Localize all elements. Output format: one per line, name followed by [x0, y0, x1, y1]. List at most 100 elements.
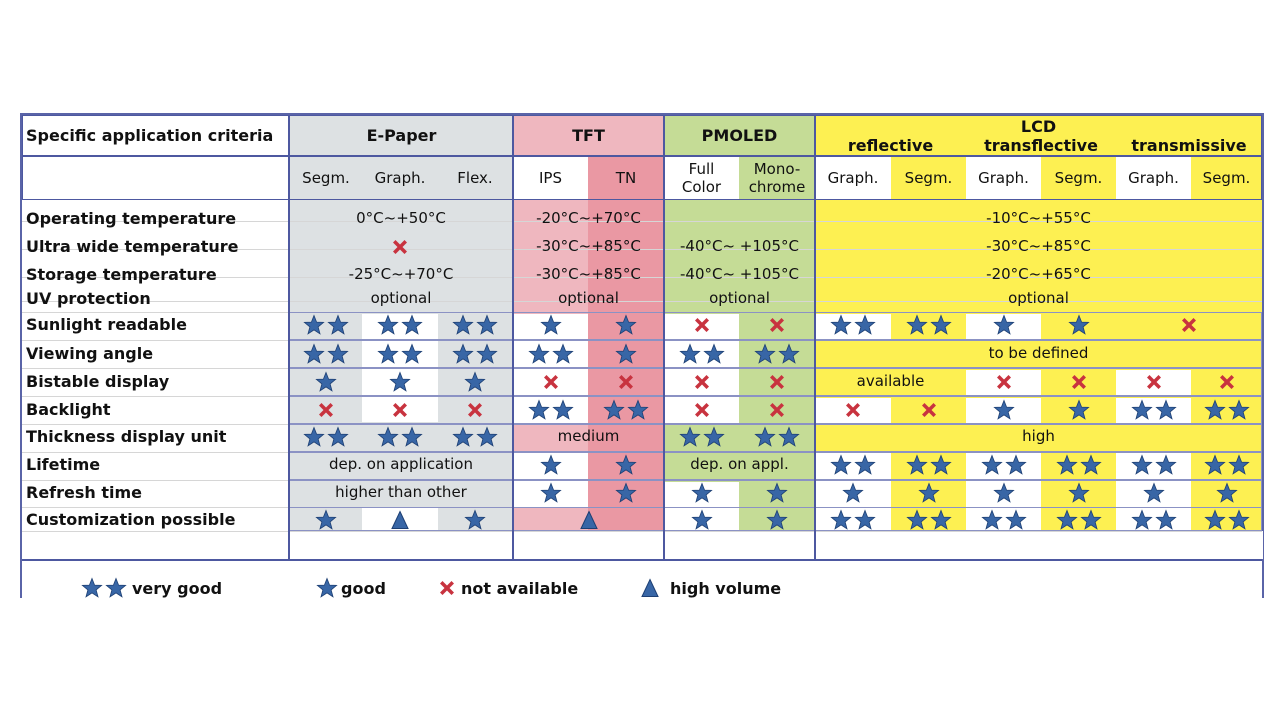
rating-cell: [513, 453, 588, 477]
group-lcd-reflective: reflective: [847, 136, 934, 155]
rating-cell: [664, 313, 739, 337]
rating-cell: [739, 425, 815, 449]
epaper-lifetime: dep. on application: [328, 454, 473, 473]
rating-cell: [1191, 370, 1262, 394]
header-box: [664, 115, 815, 156]
rating-cell: [290, 370, 362, 394]
star-icon: [315, 371, 337, 392]
star-icon: [401, 426, 423, 447]
star-icon: [476, 343, 498, 364]
rating-cell: [1191, 481, 1262, 505]
star-icon: [377, 314, 399, 335]
star-icon: [905, 454, 928, 475]
criteria-label: Viewing angle: [26, 344, 154, 363]
rating-cell: [438, 342, 512, 366]
cross-icon: [996, 375, 1011, 389]
star-icon: [316, 577, 338, 598]
star-icon: [105, 577, 127, 598]
rating-cell: [739, 508, 815, 532]
star-icon: [830, 314, 852, 335]
star-icon: [702, 343, 725, 364]
star-icon: [327, 343, 349, 364]
group-tft: TFT: [572, 126, 605, 145]
rating-cell: [438, 370, 512, 394]
rating-cell: [290, 425, 362, 449]
star-icon: [615, 454, 637, 475]
cross-icon: [319, 403, 333, 417]
lcd-uv: optional: [1008, 288, 1069, 307]
tft-uv: optional: [558, 288, 619, 307]
rating-cell: [966, 453, 1041, 477]
rating-cell: [1116, 481, 1191, 505]
star-icon: [690, 509, 713, 530]
pmoled-lifetime: dep. on appl.: [690, 454, 789, 473]
cross-icon: [846, 403, 860, 417]
cross-icon: [543, 375, 558, 389]
star-icon: [1130, 399, 1153, 420]
star-icon: [1227, 454, 1250, 475]
star-icon: [1227, 399, 1250, 420]
rating-cell: [966, 481, 1041, 505]
rating-cell: [1041, 370, 1116, 394]
grid-line: [22, 249, 1262, 250]
double-star-icon: [80, 577, 128, 599]
legend-label: good: [341, 578, 386, 598]
rating-cell: [815, 481, 891, 505]
rating-cell: [739, 313, 815, 337]
subheader-epaper-flex: Flex.: [457, 168, 493, 187]
rating-cell: [290, 313, 362, 337]
subheader-lcd-graph: Graph.: [1128, 168, 1179, 187]
white-cell: [289, 531, 1263, 559]
star-icon: [1203, 399, 1226, 420]
star-icon: [615, 482, 637, 503]
star-icon: [1079, 454, 1102, 475]
criteria-label: Refresh time: [26, 483, 143, 502]
header-box: [815, 115, 1262, 156]
rating-cell: [290, 398, 362, 422]
lcd-viewing-angle: to be defined: [988, 343, 1089, 362]
star-icon: [830, 454, 852, 475]
star-icon: [377, 343, 399, 364]
star-icon: [778, 426, 800, 447]
star-icon: [539, 454, 562, 475]
rating-cell: [1116, 370, 1191, 394]
rating-cell: [1041, 508, 1116, 532]
rating-cell: [664, 508, 739, 532]
star-icon: [1154, 454, 1177, 475]
epaper-uv: optional: [370, 288, 432, 307]
rating-cell: [891, 481, 966, 505]
star-icon: [1203, 509, 1226, 530]
cross-icon: [694, 375, 709, 389]
star-icon: [551, 343, 574, 364]
triangle-icon: [638, 577, 662, 599]
star-icon: [1227, 509, 1250, 530]
star-icon: [678, 343, 701, 364]
star-icon: [766, 482, 788, 503]
header-box: [289, 115, 513, 156]
rating-cell: [588, 398, 664, 422]
lcd-bistable-reflective: available: [856, 371, 925, 390]
legend-label: high volume: [670, 578, 782, 598]
star-icon: [980, 509, 1003, 530]
star-icon: [992, 482, 1015, 503]
rating-cell: [290, 342, 362, 366]
separator-line: [663, 115, 665, 559]
rating-cell: [1041, 313, 1116, 337]
star-icon: [1067, 482, 1090, 503]
group-pmoled: PMOLED: [701, 126, 778, 145]
star-icon: [603, 399, 625, 420]
epaper-operating-temp: 0°C~+50°C: [356, 208, 446, 227]
star-icon: [303, 426, 325, 447]
star-icon: [1055, 454, 1078, 475]
group-lcd-transmissive: transmissive: [1131, 136, 1247, 155]
star-icon: [678, 426, 701, 447]
rating-cell: [891, 508, 966, 532]
star-icon: [81, 577, 103, 598]
pmoled-ultra-temp: -40°C~ +105°C: [680, 236, 799, 255]
rating-cell: [1041, 453, 1116, 477]
star-icon: [452, 426, 474, 447]
white-cell: [664, 314, 739, 425]
tft-ultra-temp: -30°C~+85°C: [536, 236, 641, 255]
rating-cell: [815, 508, 891, 532]
cross-icon: [921, 403, 936, 417]
